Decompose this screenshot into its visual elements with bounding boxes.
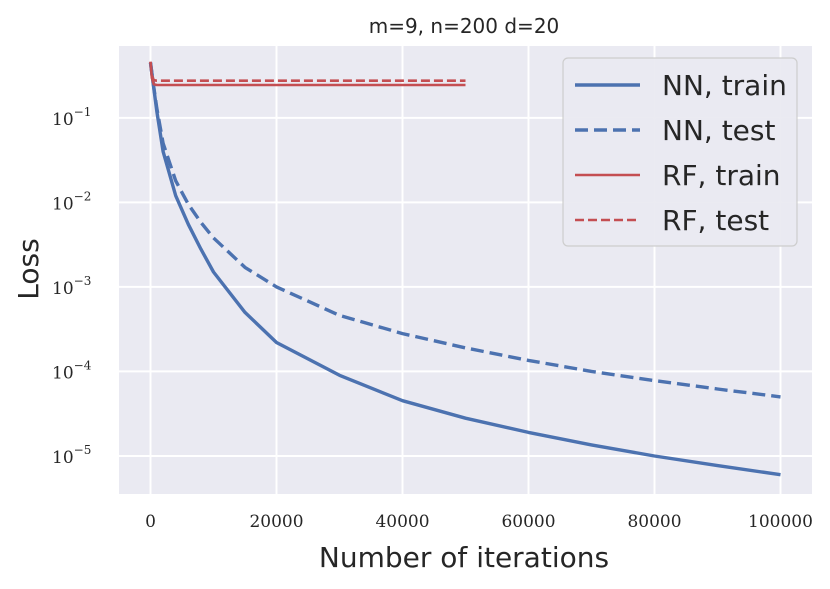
legend-label: RF, train: [662, 159, 781, 192]
legend-label: NN, test: [662, 114, 775, 147]
series-line-nn-test: [148, 62, 781, 399]
y-axis-ticks: 10−1 10−2 10−3 10−4 10−5: [52, 105, 92, 468]
y-tick-label: 10−2: [52, 189, 91, 214]
y-tick-label: 10−1: [52, 105, 91, 130]
legend-label: RF, test: [662, 204, 769, 237]
x-axis-ticks: 0 20000 40000 60000 80000 100000: [145, 512, 813, 532]
legend-label: NN, train: [662, 69, 787, 102]
x-tick-label: 100000: [748, 512, 813, 532]
y-tick-label: 10−5: [52, 443, 91, 468]
y-tick-label: 10−3: [52, 274, 91, 299]
x-tick-label: 80000: [627, 512, 681, 532]
y-axis-label: Loss: [12, 238, 45, 299]
x-tick-label: 20000: [249, 512, 303, 532]
x-axis-label: Number of iterations: [319, 541, 609, 574]
chart-title: m=9, n=200 d=20: [369, 14, 560, 38]
legend: NN, train NN, test RF, train RF, test: [562, 57, 798, 247]
legend-box: [562, 57, 798, 247]
x-tick-label: 0: [145, 512, 156, 532]
x-tick-label: 40000: [375, 512, 429, 532]
x-tick-label: 60000: [501, 512, 555, 532]
y-tick-label: 10−4: [52, 358, 92, 383]
series-line-rf-test: [149, 61, 466, 82]
series-line-rf-train: [149, 61, 466, 87]
